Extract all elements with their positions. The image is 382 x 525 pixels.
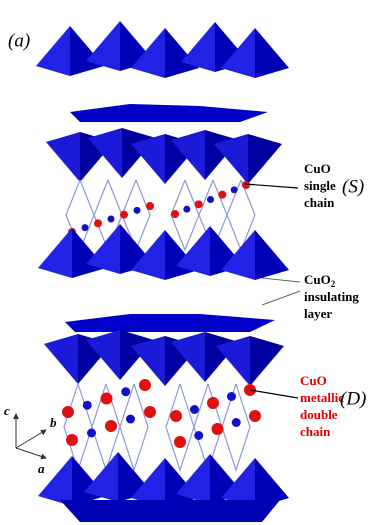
label-line: CuO2 xyxy=(304,272,336,289)
layer-back xyxy=(65,314,275,332)
oxygen-atom xyxy=(231,186,238,193)
copper-atom xyxy=(139,379,151,391)
label-line: single xyxy=(304,178,336,193)
leader-line xyxy=(250,390,298,398)
formula: CuO xyxy=(304,272,331,287)
lattice-line xyxy=(166,384,194,470)
copper-atom xyxy=(94,219,102,227)
copper-atom xyxy=(101,393,113,405)
lattice-line xyxy=(120,384,148,470)
octahedron xyxy=(36,26,104,76)
figure: (a) CuO single chain (S) CuO2 insulating… xyxy=(0,0,382,525)
oxygen-atom xyxy=(183,206,190,213)
axis-arrow xyxy=(16,430,46,448)
label-line: metallic xyxy=(300,390,344,405)
oxygen-atom xyxy=(83,401,92,410)
copper-atom xyxy=(146,202,154,210)
crystal-structure xyxy=(36,21,289,522)
label-line: double xyxy=(300,407,338,422)
oxygen-atom xyxy=(134,207,141,214)
lattice-line xyxy=(222,384,250,470)
copper-atom xyxy=(171,210,179,218)
copper-atom xyxy=(218,191,226,199)
octahedron xyxy=(190,72,220,82)
copper-atom xyxy=(174,436,186,448)
oxygen-atom xyxy=(232,418,241,427)
label-line: layer xyxy=(304,306,332,321)
copper-atom xyxy=(195,200,203,208)
copper-atom xyxy=(144,406,156,418)
chain-symbol: (D) xyxy=(340,388,366,409)
copper-atom xyxy=(66,434,78,446)
oxygen-atom xyxy=(108,216,115,223)
octahedron xyxy=(214,134,282,184)
lattice-line xyxy=(64,384,92,470)
leader-line xyxy=(262,291,300,305)
copper-atom xyxy=(249,410,261,422)
oxygen-atom xyxy=(207,196,214,203)
label-line: CuO xyxy=(300,373,327,388)
axis-label: c xyxy=(4,403,10,418)
axis-arrow xyxy=(16,448,46,458)
copper-atom xyxy=(212,423,224,435)
axes-icon xyxy=(16,414,46,458)
copper-atom xyxy=(105,420,117,432)
label-line: chain xyxy=(300,424,331,439)
copper-atom xyxy=(207,397,219,409)
oxygen-atom xyxy=(227,392,236,401)
layer-front xyxy=(60,500,280,522)
axis-label: b xyxy=(50,415,57,430)
panel-label: (a) xyxy=(8,30,30,51)
chain-symbol: (S) xyxy=(342,176,364,197)
oxygen-atom xyxy=(126,415,135,424)
layer-back xyxy=(70,104,268,122)
copper-atom xyxy=(62,406,74,418)
subscript: 2 xyxy=(331,279,336,289)
oxygen-atom xyxy=(121,387,130,396)
octahedron xyxy=(216,336,284,386)
leader-line xyxy=(262,278,300,282)
oxygen-atom xyxy=(194,431,203,440)
label-line: CuO xyxy=(304,161,331,176)
copper-atom xyxy=(242,181,250,189)
leader-line xyxy=(245,184,298,188)
oxygen-atom xyxy=(87,429,96,438)
oxygen-atom xyxy=(82,224,89,231)
label-line: chain xyxy=(304,195,335,210)
axis-label: a xyxy=(38,461,45,476)
copper-atom xyxy=(170,410,182,422)
oxygen-atom xyxy=(190,405,199,414)
copper-atom xyxy=(120,211,128,219)
label-line: insulating xyxy=(304,289,359,304)
